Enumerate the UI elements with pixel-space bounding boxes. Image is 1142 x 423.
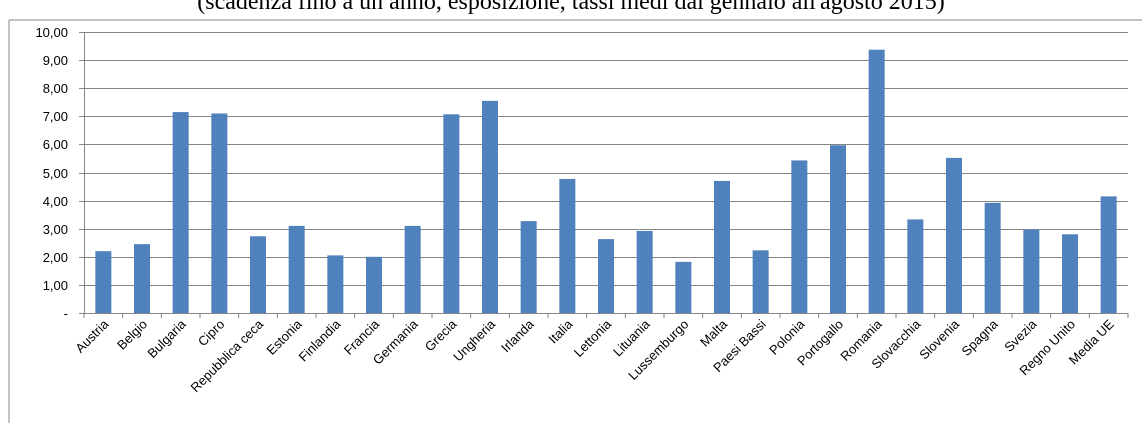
bar (1100, 196, 1117, 313)
y-tick-label: 2,00 (43, 250, 68, 265)
bars (95, 49, 1117, 314)
bar (946, 157, 962, 313)
y-tick-label: - (64, 306, 68, 321)
x-tick-label: Finlandia (296, 316, 344, 364)
bar (288, 225, 305, 313)
bar (250, 236, 266, 313)
bar (211, 113, 228, 314)
y-tick-label: 4,00 (43, 194, 68, 209)
bar (95, 251, 112, 313)
y-tick-label: 10,00 (35, 25, 68, 40)
bar (984, 202, 1001, 313)
bar (366, 256, 382, 313)
bar (830, 145, 846, 313)
x-tick-label: Malta (697, 316, 731, 350)
bar (520, 221, 537, 313)
bar (907, 219, 924, 313)
chart-frame (8, 19, 1142, 423)
bar (327, 255, 344, 313)
bar (1023, 229, 1040, 313)
y-axis: - 1,00 2,00 3,00 4,00 5,00 6,00 7,00 8,00 9,00 10,… (35, 25, 85, 321)
x-tick-label: Bulgaria (144, 316, 189, 361)
y-tick-label: 9,00 (43, 53, 68, 68)
y-tick-label: 6,00 (43, 137, 68, 152)
y-tick-label: 3,00 (43, 222, 68, 237)
y-tick-label: 7,00 (43, 109, 68, 124)
x-tick-label: Belgio (114, 317, 150, 353)
x-tick-label: Austria (72, 316, 112, 356)
bar (752, 250, 769, 313)
bar (559, 178, 576, 313)
bar (443, 114, 460, 313)
x-tick-label: Repubblica ceca (188, 316, 267, 395)
bar (598, 239, 614, 313)
chart-subtitle: (scadenza fino a un anno, esposizione, t… (197, 0, 945, 15)
y-tick-label: 8,00 (43, 81, 68, 96)
bar (714, 180, 730, 313)
x-tick-label: Italia (545, 316, 576, 347)
bar (791, 160, 808, 313)
bar (404, 225, 421, 313)
bar (134, 244, 150, 313)
bar (482, 100, 498, 313)
y-tick-label: 1,00 (43, 278, 68, 293)
bar (636, 230, 653, 313)
x-tick-label: Irlanda (498, 316, 537, 355)
bar (868, 49, 885, 313)
y-tick-label: 5,00 (43, 166, 68, 181)
x-tick-label: Slovenia (916, 316, 962, 362)
bar (172, 112, 189, 314)
x-tick-label: Ungheria (450, 316, 498, 364)
x-tick-label: Lettonia (571, 316, 615, 360)
x-tick-label: Cipro (195, 317, 228, 350)
bar (1062, 234, 1078, 313)
x-tick-label: Spagna (958, 316, 1001, 359)
bar (675, 261, 692, 313)
